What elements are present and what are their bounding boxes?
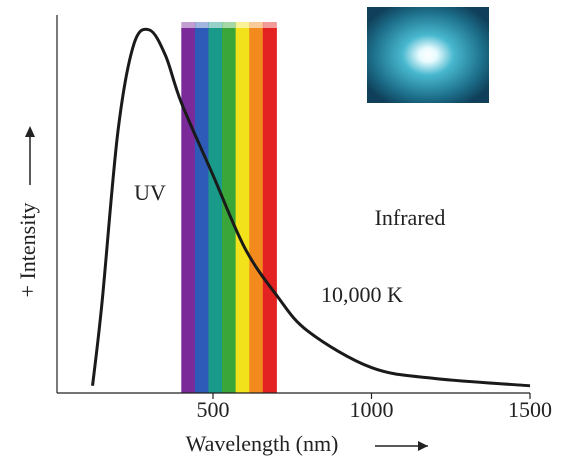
spectrum-band <box>208 28 223 393</box>
spectrum-band-fade <box>194 22 209 30</box>
x-tick-label: 500 <box>197 397 230 422</box>
spectrum-band <box>235 28 250 393</box>
spectrum-band <box>181 28 196 393</box>
spectrum-band-fade <box>222 22 237 30</box>
annotation: 10,000 K <box>321 282 403 307</box>
spectrum-band <box>249 28 264 393</box>
y-axis-label: + Intensity <box>15 203 40 298</box>
spectrum-band-fade <box>235 22 250 30</box>
curve <box>91 27 531 388</box>
x-tick-label: 1000 <box>350 397 394 422</box>
x-arrow-head <box>418 441 428 451</box>
visible-spectrum <box>181 22 277 393</box>
spectrum-band <box>262 28 277 393</box>
spectrum-band-fade <box>262 22 277 30</box>
x-tick-label: 1500 <box>508 397 552 422</box>
spectrum-band-fade <box>208 22 223 30</box>
spectrum-band-fade <box>249 22 264 30</box>
spectrum-band <box>194 28 209 393</box>
annotation: Infrared <box>375 205 446 230</box>
x-axis-label: Wavelength (nm) <box>186 431 339 456</box>
y-arrow-head <box>25 126 35 137</box>
annotation: UV <box>134 180 166 205</box>
star-image <box>367 7 489 103</box>
spectrum-band-fade <box>181 22 196 30</box>
